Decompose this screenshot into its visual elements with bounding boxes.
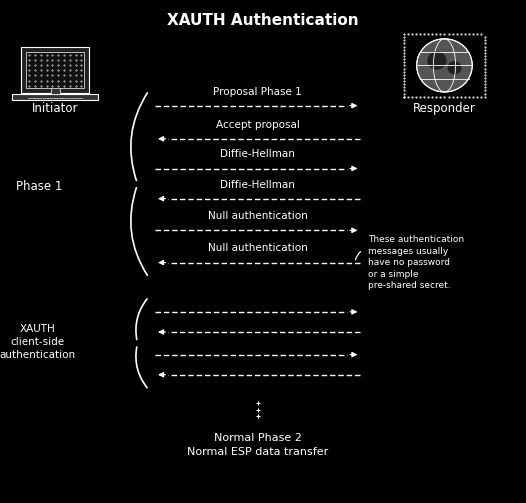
Text: Accept proposal: Accept proposal <box>216 120 300 130</box>
Text: Null authentication: Null authentication <box>208 243 308 254</box>
Text: Initiator: Initiator <box>32 102 78 115</box>
Text: Diffie-Hellman: Diffie-Hellman <box>220 149 295 159</box>
Text: Phase 1: Phase 1 <box>16 180 63 193</box>
Circle shape <box>428 52 446 69</box>
Bar <box>26 52 84 89</box>
Text: Normal Phase 2
Normal ESP data transfer: Normal Phase 2 Normal ESP data transfer <box>187 433 328 457</box>
Text: Responder: Responder <box>413 102 476 115</box>
Text: Diffie-Hellman: Diffie-Hellman <box>220 180 295 190</box>
Bar <box>13 94 98 100</box>
Bar <box>51 86 59 94</box>
Text: XAUTH
client-side
authentication: XAUTH client-side authentication <box>0 324 76 360</box>
Circle shape <box>417 39 472 92</box>
Text: These authentication
messages usually
have no password
or a simple
pre-shared se: These authentication messages usually ha… <box>368 235 464 290</box>
Circle shape <box>448 62 461 74</box>
Text: XAUTH Authentication: XAUTH Authentication <box>167 13 359 28</box>
Text: Null authentication: Null authentication <box>208 211 308 221</box>
Text: Proposal Phase 1: Proposal Phase 1 <box>214 87 302 97</box>
Bar <box>21 47 89 93</box>
